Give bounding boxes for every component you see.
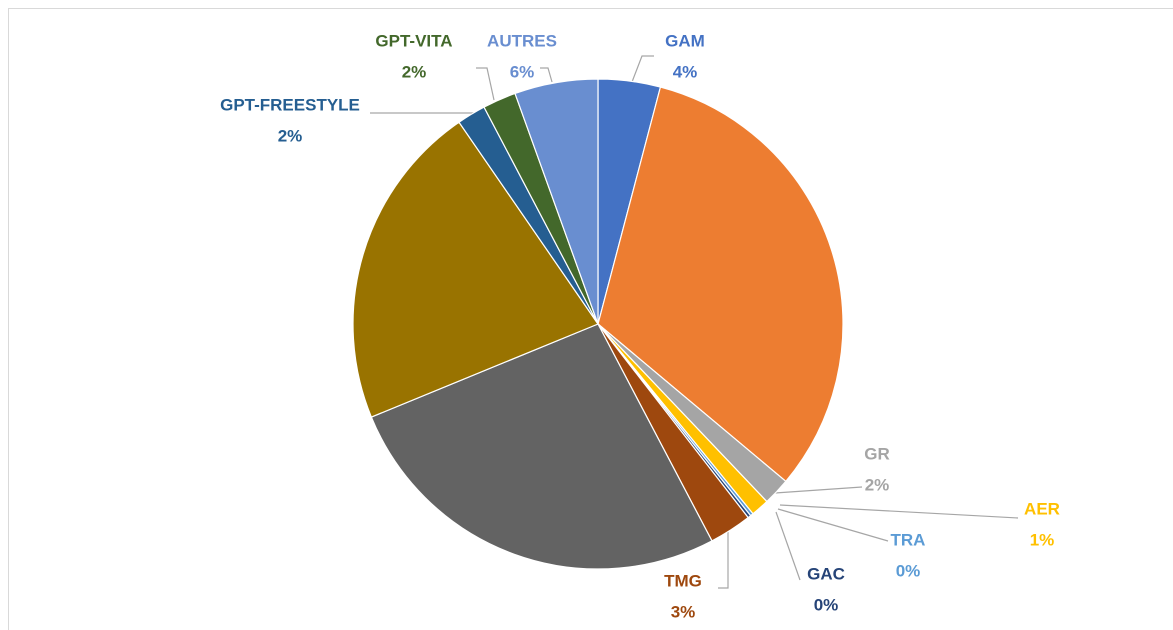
slice-label: TRA bbox=[891, 530, 926, 549]
slice-label: GR bbox=[864, 444, 890, 463]
pie-slice bbox=[352, 121, 599, 418]
slice-value-label: 2% bbox=[278, 126, 303, 145]
pie-slice bbox=[597, 86, 844, 483]
slice-value-label: 3% bbox=[671, 602, 696, 621]
slice-label: AUTRES bbox=[487, 31, 557, 50]
slice-label: GAC bbox=[807, 564, 845, 583]
chart-frame bbox=[8, 8, 1173, 630]
slice-label: TMG bbox=[664, 571, 702, 590]
slice-value-label: 4% bbox=[673, 62, 698, 81]
slice-value-label: 0% bbox=[814, 595, 839, 614]
slice-value-label: 0% bbox=[896, 561, 921, 580]
slice-label: GPT-FREESTYLE bbox=[220, 95, 360, 114]
slice-label: AER bbox=[1024, 499, 1060, 518]
slice-value-label: 2% bbox=[402, 62, 427, 81]
pie-slice bbox=[514, 78, 599, 325]
slice-label: GPT-VITA bbox=[375, 31, 452, 50]
slice-value-label: 2% bbox=[865, 475, 890, 494]
slice-value-label: 1% bbox=[1030, 530, 1055, 549]
leader-lines bbox=[370, 55, 1019, 589]
slice-value-label: 6% bbox=[510, 62, 535, 81]
pie-slice bbox=[370, 323, 713, 570]
slice-label: GAM bbox=[665, 31, 705, 50]
